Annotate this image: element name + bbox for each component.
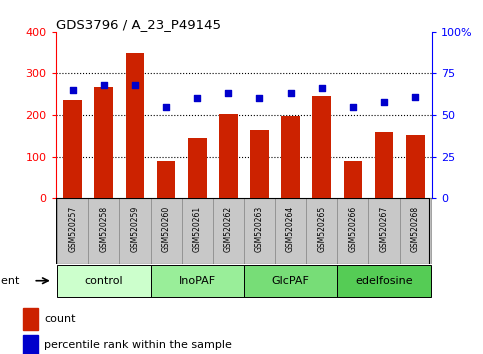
Text: GDS3796 / A_23_P49145: GDS3796 / A_23_P49145 [56, 18, 221, 31]
Point [162, 104, 170, 110]
Bar [57, 265, 151, 297]
Point [131, 82, 139, 88]
Text: GSM520268: GSM520268 [411, 206, 420, 252]
Bar [188, 138, 207, 198]
Bar [343, 161, 362, 198]
Point [318, 86, 326, 91]
Bar [213, 198, 244, 264]
Bar [23, 308, 39, 330]
Bar [244, 198, 275, 264]
Text: control: control [85, 276, 123, 286]
Text: GSM520266: GSM520266 [348, 206, 357, 252]
Text: percentile rank within the sample: percentile rank within the sample [44, 340, 232, 350]
Bar [244, 265, 337, 297]
Point [225, 91, 232, 96]
Point [256, 96, 263, 101]
Text: GSM520257: GSM520257 [68, 206, 77, 252]
Bar [151, 265, 244, 297]
Bar [337, 265, 431, 297]
Bar [275, 198, 306, 264]
Bar [95, 87, 113, 198]
Point [349, 104, 357, 110]
Text: GSM520263: GSM520263 [255, 206, 264, 252]
Text: GSM520260: GSM520260 [162, 206, 170, 252]
Text: agent: agent [0, 276, 19, 286]
Bar [369, 198, 399, 264]
Point [69, 87, 76, 93]
Point [287, 91, 295, 96]
Bar [23, 335, 39, 354]
Bar [375, 132, 393, 198]
Text: GSM520259: GSM520259 [130, 206, 140, 252]
Bar [250, 130, 269, 198]
Bar [157, 161, 175, 198]
Bar [337, 198, 369, 264]
Point [380, 99, 388, 104]
Bar [219, 114, 238, 198]
Bar [406, 135, 425, 198]
Bar [57, 198, 88, 264]
Bar [182, 198, 213, 264]
Text: GSM520261: GSM520261 [193, 206, 202, 252]
Bar [151, 198, 182, 264]
Point [412, 94, 419, 99]
Text: InoPAF: InoPAF [179, 276, 216, 286]
Bar [306, 198, 337, 264]
Text: edelfosine: edelfosine [355, 276, 413, 286]
Point [193, 96, 201, 101]
Point [100, 82, 108, 88]
Text: count: count [44, 314, 75, 324]
Bar [313, 96, 331, 198]
Bar [281, 116, 300, 198]
Text: GSM520265: GSM520265 [317, 206, 326, 252]
Bar [126, 53, 144, 198]
Bar [399, 198, 431, 264]
Bar [119, 198, 151, 264]
Text: GSM520264: GSM520264 [286, 206, 295, 252]
Text: GlcPAF: GlcPAF [271, 276, 310, 286]
Bar [63, 100, 82, 198]
Text: GSM520267: GSM520267 [380, 206, 388, 252]
Bar [88, 198, 119, 264]
Text: GSM520262: GSM520262 [224, 206, 233, 252]
Text: GSM520258: GSM520258 [99, 206, 108, 252]
